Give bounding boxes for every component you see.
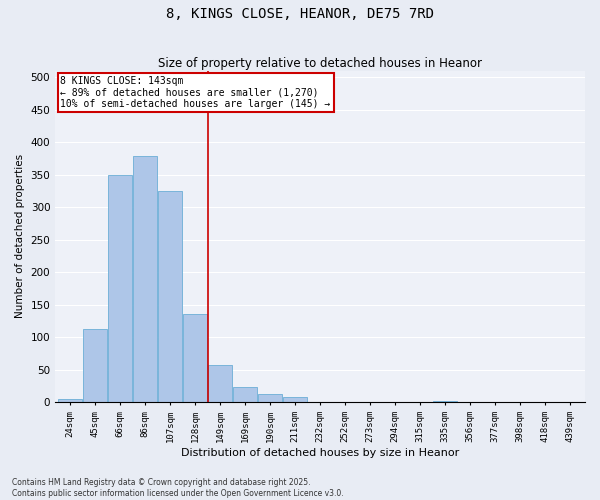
Bar <box>158 191 182 402</box>
X-axis label: Distribution of detached houses by size in Heanor: Distribution of detached houses by size … <box>181 448 459 458</box>
Bar <box>233 387 257 402</box>
Bar <box>133 156 157 402</box>
Bar <box>258 394 282 402</box>
Text: 8, KINGS CLOSE, HEANOR, DE75 7RD: 8, KINGS CLOSE, HEANOR, DE75 7RD <box>166 8 434 22</box>
Bar <box>58 399 82 402</box>
Bar <box>83 330 107 402</box>
Text: 8 KINGS CLOSE: 143sqm
← 89% of detached houses are smaller (1,270)
10% of semi-d: 8 KINGS CLOSE: 143sqm ← 89% of detached … <box>61 76 331 109</box>
Text: Contains HM Land Registry data © Crown copyright and database right 2025.
Contai: Contains HM Land Registry data © Crown c… <box>12 478 344 498</box>
Title: Size of property relative to detached houses in Heanor: Size of property relative to detached ho… <box>158 56 482 70</box>
Y-axis label: Number of detached properties: Number of detached properties <box>15 154 25 318</box>
Bar <box>208 365 232 402</box>
Bar <box>283 397 307 402</box>
Bar <box>183 314 207 402</box>
Bar <box>108 174 132 402</box>
